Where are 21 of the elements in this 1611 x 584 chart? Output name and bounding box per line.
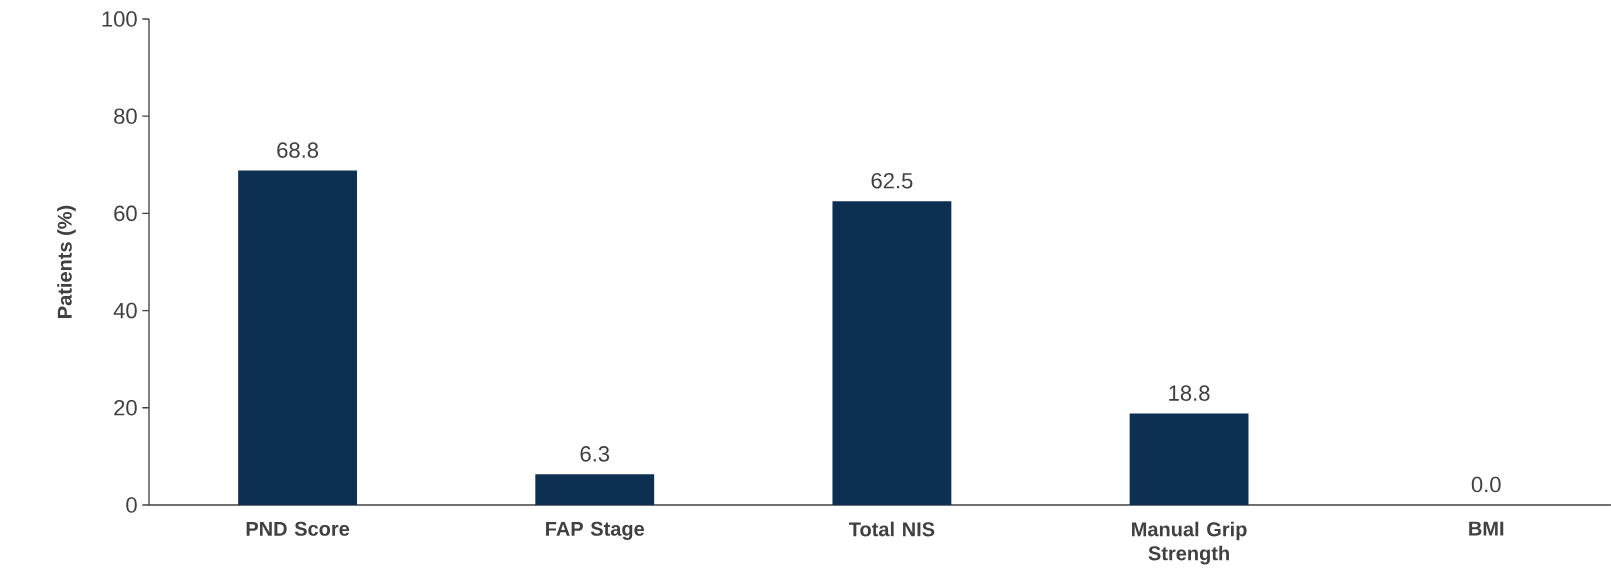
- bar: [238, 170, 358, 505]
- x-tick-label: PND Score: [246, 521, 350, 536]
- x-tick-label: BMI: [1469, 521, 1504, 536]
- data-label: 0.0: [1471, 476, 1501, 493]
- data-label: 62.5: [871, 172, 913, 189]
- y-tick-label: 20: [114, 399, 137, 416]
- y-tick-label: 40: [113, 302, 137, 319]
- y-tick-label: 80: [114, 108, 137, 124]
- data-label: 6.3: [580, 446, 610, 462]
- bar: [1129, 413, 1249, 505]
- data-label: 68.8: [277, 142, 319, 158]
- y-tick-label: 60: [114, 205, 137, 222]
- x-tick-label: FAP Stage: [546, 521, 645, 540]
- y-axis-title: Patients (%): [57, 205, 76, 318]
- x-tick-label: Manual Grip Strength: [1132, 521, 1247, 565]
- y-tick-label: 100: [102, 11, 137, 27]
- bar: [535, 474, 655, 505]
- y-tick-label: 0: [126, 497, 137, 513]
- bar: [832, 201, 952, 505]
- data-label: 18.8: [1169, 385, 1210, 401]
- x-tick-label: Total NIS: [848, 521, 935, 537]
